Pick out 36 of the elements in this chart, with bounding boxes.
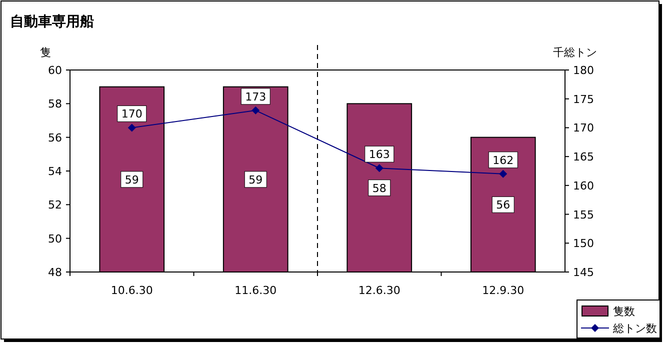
data-label: 163	[368, 148, 390, 162]
x-tick-label: 12.6.30	[358, 284, 400, 297]
point	[128, 124, 136, 132]
x-tick-label: 10.6.30	[110, 284, 153, 297]
y-tick-label: 58	[48, 98, 62, 111]
y-axis-title: 隻	[40, 46, 51, 59]
y2-tick-label: 180	[573, 64, 594, 77]
y-tick-label: 56	[48, 131, 62, 144]
y2-tick-label: 175	[573, 92, 594, 106]
y2-tick-label: 155	[573, 208, 594, 222]
y2-tick-label: 170	[573, 122, 594, 135]
y2-axis-title: 千総トン	[553, 46, 597, 59]
data-label: 173	[245, 90, 266, 104]
data-label: 59	[124, 173, 139, 186]
y-tick-label: 54	[48, 165, 62, 178]
y2-tick-label: 145	[573, 266, 594, 279]
y2-tick-label: 165	[573, 150, 594, 164]
y2-tick-label: 150	[573, 237, 594, 250]
point	[252, 106, 260, 114]
legend-label: 隻数	[613, 305, 635, 318]
data-label: 56	[496, 198, 510, 212]
chart-title: 自動車専用船	[10, 14, 94, 30]
x-tick-label: 11.6.30	[234, 284, 277, 297]
y-tick-label: 60	[48, 64, 62, 77]
legend-label: 総トン数	[612, 322, 657, 335]
y-tick-label: 52	[48, 198, 62, 212]
x-tick-label: 12.9.30	[482, 284, 524, 297]
data-label: 170	[121, 108, 142, 121]
data-label: 162	[492, 154, 514, 167]
y-tick-label: 48	[48, 266, 62, 279]
data-label: 59	[248, 173, 263, 186]
y2-tick-label: 160	[573, 179, 594, 192]
point	[499, 170, 508, 178]
y-tick-label: 50	[48, 232, 62, 246]
point	[375, 164, 384, 172]
data-label: 58	[372, 182, 386, 195]
